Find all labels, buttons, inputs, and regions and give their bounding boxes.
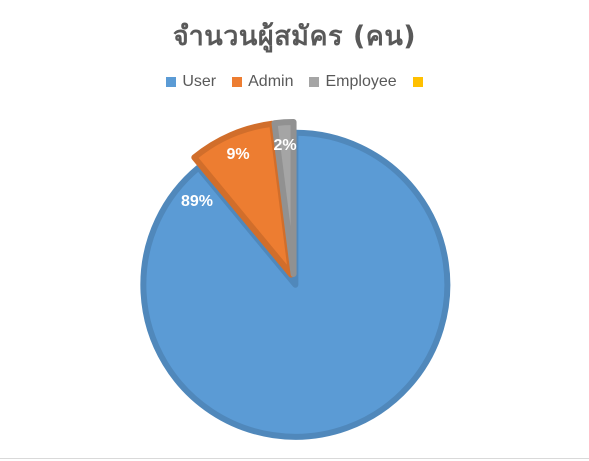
data-label-user: 89% bbox=[181, 193, 213, 210]
chart-legend: User Admin Employee bbox=[0, 71, 589, 93]
legend-label: Admin bbox=[248, 73, 294, 90]
legend-item-unnamed bbox=[412, 77, 423, 87]
legend-item-employee: Employee bbox=[309, 73, 397, 91]
data-label-admin: 9% bbox=[226, 146, 249, 163]
legend-label: Employee bbox=[325, 73, 397, 90]
legend-swatch bbox=[412, 77, 423, 87]
legend-item-admin: Admin bbox=[232, 73, 293, 91]
legend-swatch bbox=[309, 77, 320, 87]
data-label-employee: 2% bbox=[273, 137, 296, 154]
legend-swatch bbox=[166, 77, 177, 87]
chart-title: จำนวนผู้สมัคร (คน) bbox=[172, 21, 417, 52]
plot-border bbox=[0, 458, 589, 459]
pie-slice-user bbox=[140, 129, 451, 440]
pie-slice-admin bbox=[191, 120, 295, 278]
pie-slice-employee bbox=[271, 119, 297, 278]
legend-item-user: User bbox=[166, 73, 216, 91]
legend-swatch bbox=[232, 77, 243, 87]
legend-label: User bbox=[182, 73, 217, 90]
